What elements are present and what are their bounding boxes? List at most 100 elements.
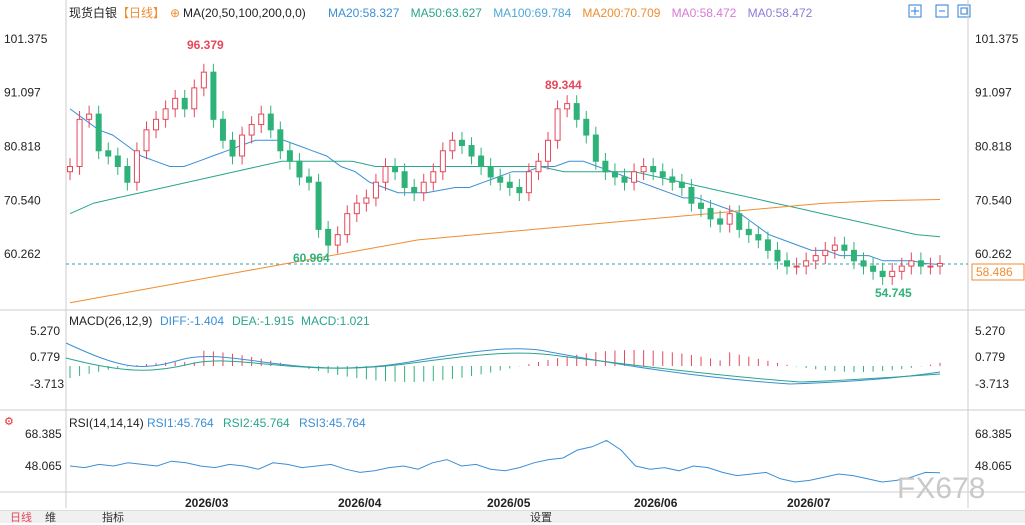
tab-settings[interactable]: 设置 [530, 512, 552, 524]
candle-body [793, 265, 800, 268]
candle-body [478, 155, 485, 168]
candle-body [889, 270, 896, 278]
candle-body [497, 176, 504, 183]
candle-body [621, 176, 628, 183]
macd-tick-right-1: 0.779 [975, 350, 1005, 364]
macd-tick-left-1: 0.779 [30, 350, 60, 364]
candle-body [430, 171, 437, 183]
candle-body [124, 166, 131, 183]
price-tick-right-3: 70.540 [975, 193, 1012, 207]
ma-value-5: MA0:58.472 [748, 6, 813, 20]
rsi-label: RSI(14,14,14) [69, 416, 144, 430]
candle-body [153, 118, 160, 131]
rsi-tick-right-0: 68.385 [975, 427, 1012, 441]
ma200-line [69, 199, 941, 304]
ma-value-0: MA20:58.327 [328, 6, 400, 20]
ma-value-4: MA0:58.472 [672, 6, 737, 20]
macd-diff: DIFF:-1.404 [160, 314, 224, 328]
candle-body [267, 113, 274, 131]
ma-parameters: MA(20,50,100,200,0,0) [183, 6, 306, 20]
candle-body [937, 262, 943, 267]
rsi-axis: 68.385 68.385 48.065 48.065 [25, 427, 1012, 473]
fullscreen-icon[interactable] [957, 4, 971, 18]
expand-icon[interactable] [908, 4, 922, 18]
candle-body [401, 171, 408, 188]
current-price-tag [971, 263, 1025, 281]
candle-body [755, 234, 762, 241]
candle-body [315, 181, 322, 230]
candle-body [191, 87, 198, 110]
rsi-line [69, 439, 941, 483]
candle-body [831, 244, 838, 251]
candle-body [344, 213, 351, 236]
candle-body [545, 139, 552, 162]
ma50-line [69, 160, 941, 238]
macd-label: MACD(26,12,9) [69, 314, 152, 328]
x-tick-3: 2026/06 [634, 496, 678, 510]
candle-body [640, 166, 647, 173]
x-tick-2: 2026/05 [487, 496, 531, 510]
candle-body [917, 260, 924, 267]
candle-body [736, 213, 743, 230]
candle-body [774, 249, 781, 262]
candle-body [803, 260, 810, 267]
price-tick-right-0: 101.375 [975, 32, 1019, 46]
candle-body [860, 260, 867, 267]
period-label[interactable]: 【日线】 [117, 6, 165, 20]
candle-body [306, 176, 313, 183]
candle-body [678, 181, 685, 188]
ma-value-3: MA200:70.709 [582, 6, 660, 20]
tab-dimension[interactable]: 维 [45, 512, 56, 524]
collapse-icon[interactable] [935, 4, 949, 18]
annotation-low-60: 60.964 [293, 251, 330, 265]
tab-indicators[interactable]: 指标 [102, 512, 124, 524]
candle-body [631, 171, 638, 183]
fullscreen-icon-inner [960, 7, 968, 15]
macd-tick-left-0: 5.270 [30, 324, 60, 338]
rsi-tick-left-1: 48.065 [25, 459, 62, 473]
candle-body [784, 260, 791, 267]
macd-dea: DEA:-1.915 [232, 314, 294, 328]
rsi-tick-right-1: 48.065 [975, 459, 1012, 473]
settings-circle-icon[interactable]: ⊕ [170, 6, 180, 20]
candle-body [210, 71, 217, 120]
ma-value-2: MA100:69.784 [493, 6, 571, 20]
ma-values: MA20:58.327 MA50:63.627 MA100:69.784 MA200:… [328, 6, 813, 20]
candle-body [353, 202, 360, 215]
candle-body [458, 139, 465, 147]
tab-daily[interactable]: 日线 [10, 512, 32, 524]
candle-body [717, 218, 724, 225]
candle-body [525, 171, 532, 194]
candle-body [67, 166, 73, 173]
price-tick-right-4: 60.262 [975, 247, 1012, 261]
candle-body [764, 239, 771, 251]
candle-body [219, 118, 226, 141]
candle-body [105, 150, 112, 157]
candle-body [392, 166, 399, 173]
candle-body [248, 124, 255, 136]
candle-body [487, 166, 494, 178]
candle-body [573, 103, 580, 120]
candle-body [162, 108, 169, 120]
candle-body [611, 171, 618, 178]
candle-body [325, 228, 332, 246]
candle-body [535, 160, 542, 173]
candle-body [181, 97, 188, 110]
x-tick-1: 2026/04 [338, 496, 382, 510]
annotation-high-96: 96.379 [187, 38, 224, 52]
candle-body [745, 228, 752, 236]
candle-body [76, 118, 83, 168]
price-tick-left-3: 70.540 [4, 193, 41, 207]
macd-tick-right-0: 5.270 [975, 324, 1005, 338]
candle-body [602, 160, 609, 173]
candle-body [296, 160, 303, 178]
rsi-gear-icon[interactable]: ⚙ [4, 416, 14, 428]
ma-value-1: MA50:63.627 [411, 6, 483, 20]
header: 现货白银 【日线】 ⊕ MA(20,50,100,200,0,0) MA20:5… [69, 4, 971, 20]
candle-body [468, 145, 475, 157]
candle-body [133, 150, 140, 183]
candle-body [86, 113, 93, 120]
candle-body [506, 181, 513, 188]
candle-body [650, 166, 657, 173]
